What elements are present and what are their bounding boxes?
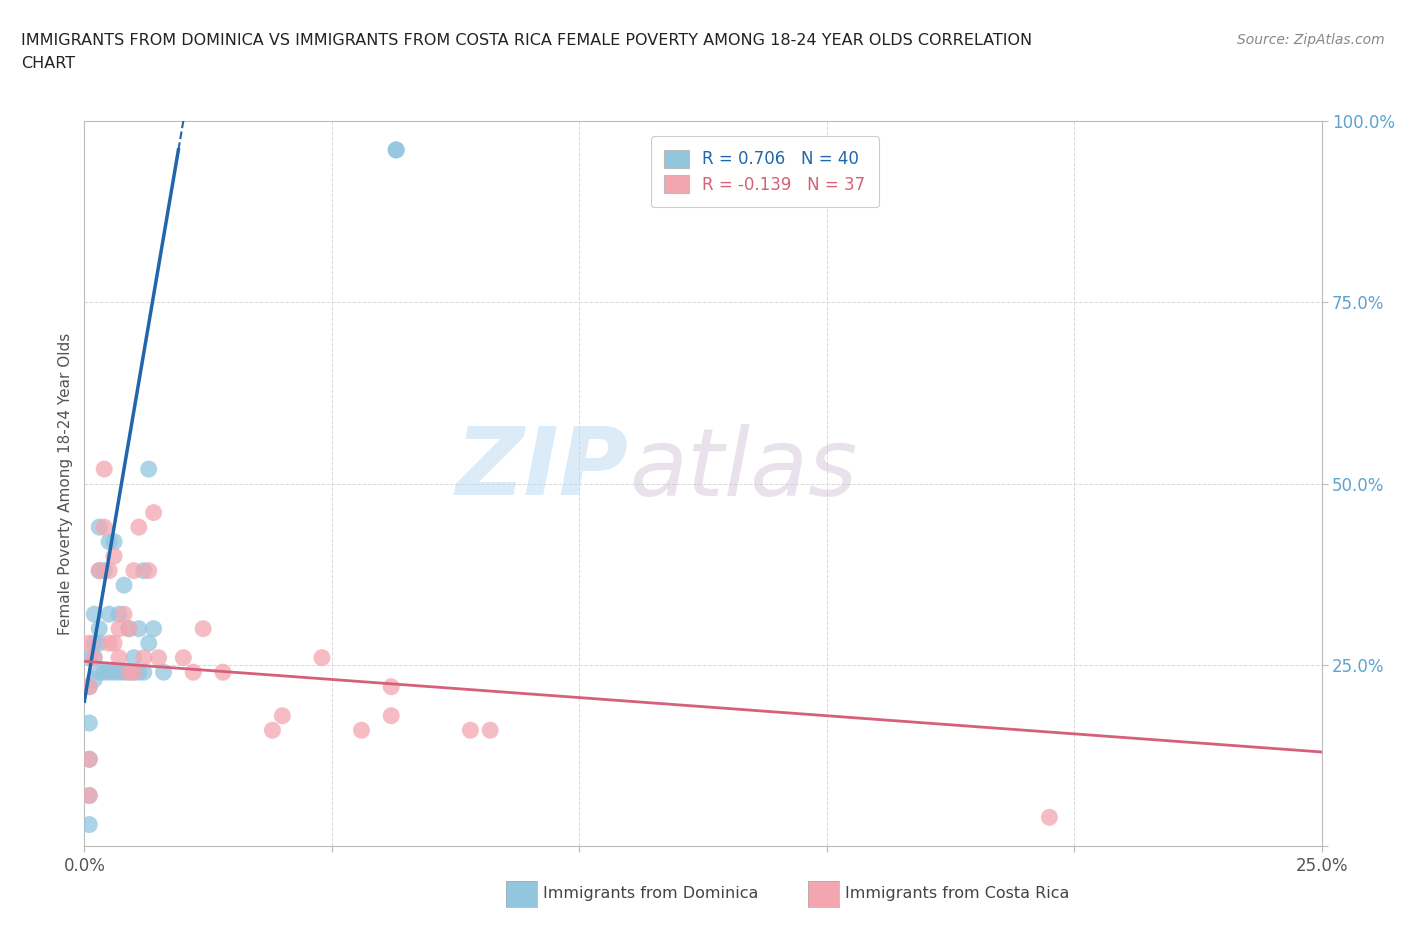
Point	[93, 564, 115, 578]
Point	[350, 723, 373, 737]
Point	[128, 665, 150, 680]
Point	[380, 709, 402, 724]
Point	[118, 621, 141, 636]
Point	[148, 650, 170, 665]
Text: ZIP: ZIP	[456, 423, 628, 515]
Point	[83, 606, 105, 621]
Text: Immigrants from Costa Rica: Immigrants from Costa Rica	[845, 886, 1070, 901]
Legend: R = 0.706   N = 40, R = -0.139   N = 37: R = 0.706 N = 40, R = -0.139 N = 37	[651, 137, 879, 207]
Y-axis label: Female Poverty Among 18-24 Year Olds: Female Poverty Among 18-24 Year Olds	[58, 333, 73, 635]
Point	[89, 564, 111, 578]
Point	[79, 751, 101, 766]
Point	[93, 665, 115, 680]
Point	[108, 650, 131, 665]
Point	[89, 636, 111, 651]
Point	[79, 751, 101, 766]
Point	[1038, 810, 1060, 825]
Point	[103, 665, 125, 680]
Point	[103, 549, 125, 564]
Point	[262, 723, 284, 737]
Point	[103, 534, 125, 549]
Text: Source: ZipAtlas.com: Source: ZipAtlas.com	[1237, 33, 1385, 46]
Point	[83, 650, 105, 665]
Point	[132, 665, 155, 680]
Point	[89, 621, 111, 636]
Point	[132, 650, 155, 665]
Point	[142, 505, 165, 520]
Point	[311, 650, 333, 665]
Point	[132, 564, 155, 578]
Point	[89, 665, 111, 680]
Point	[108, 606, 131, 621]
Point	[191, 621, 214, 636]
Point	[122, 564, 145, 578]
Point	[112, 665, 135, 680]
Point	[98, 564, 121, 578]
Point	[138, 636, 160, 651]
Point	[271, 709, 294, 724]
Point	[79, 636, 101, 651]
Point	[83, 636, 105, 651]
Point	[128, 621, 150, 636]
Point	[98, 665, 121, 680]
Text: IMMIGRANTS FROM DOMINICA VS IMMIGRANTS FROM COSTA RICA FEMALE POVERTY AMONG 18-2: IMMIGRANTS FROM DOMINICA VS IMMIGRANTS F…	[21, 33, 1032, 47]
Point	[89, 520, 111, 535]
Point	[98, 606, 121, 621]
Point	[142, 621, 165, 636]
Point	[152, 665, 174, 680]
Point	[79, 788, 101, 803]
Point	[108, 665, 131, 680]
Point	[380, 679, 402, 694]
Point	[79, 715, 101, 730]
Point	[103, 636, 125, 651]
Point	[212, 665, 235, 680]
Point	[385, 142, 408, 157]
Point	[79, 788, 101, 803]
Point	[112, 578, 135, 592]
Point	[385, 142, 408, 157]
Point	[112, 606, 135, 621]
Text: Immigrants from Dominica: Immigrants from Dominica	[543, 886, 758, 901]
Point	[181, 665, 204, 680]
Point	[98, 534, 121, 549]
Point	[108, 621, 131, 636]
Point	[138, 461, 160, 476]
Point	[122, 665, 145, 680]
Point	[93, 461, 115, 476]
Point	[460, 723, 482, 737]
Point	[118, 665, 141, 680]
Point	[79, 679, 101, 694]
Point	[122, 665, 145, 680]
Point	[128, 520, 150, 535]
Point	[138, 564, 160, 578]
Point	[122, 650, 145, 665]
Point	[479, 723, 502, 737]
Point	[79, 650, 101, 665]
Point	[83, 672, 105, 687]
Point	[79, 817, 101, 832]
Text: CHART: CHART	[21, 56, 75, 71]
Text: atlas: atlas	[628, 423, 858, 514]
Point	[93, 520, 115, 535]
Point	[89, 564, 111, 578]
Point	[118, 665, 141, 680]
Point	[83, 650, 105, 665]
Point	[79, 679, 101, 694]
Point	[118, 621, 141, 636]
Point	[98, 636, 121, 651]
Point	[172, 650, 194, 665]
